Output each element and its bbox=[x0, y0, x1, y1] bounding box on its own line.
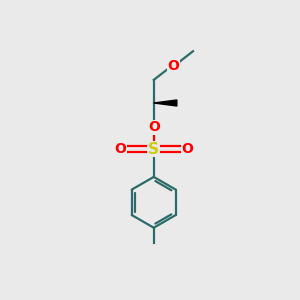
Text: O: O bbox=[181, 142, 193, 156]
Text: O: O bbox=[114, 142, 126, 156]
Text: S: S bbox=[148, 142, 159, 157]
Polygon shape bbox=[154, 100, 177, 106]
Text: O: O bbox=[148, 120, 160, 134]
Text: O: O bbox=[167, 58, 179, 73]
